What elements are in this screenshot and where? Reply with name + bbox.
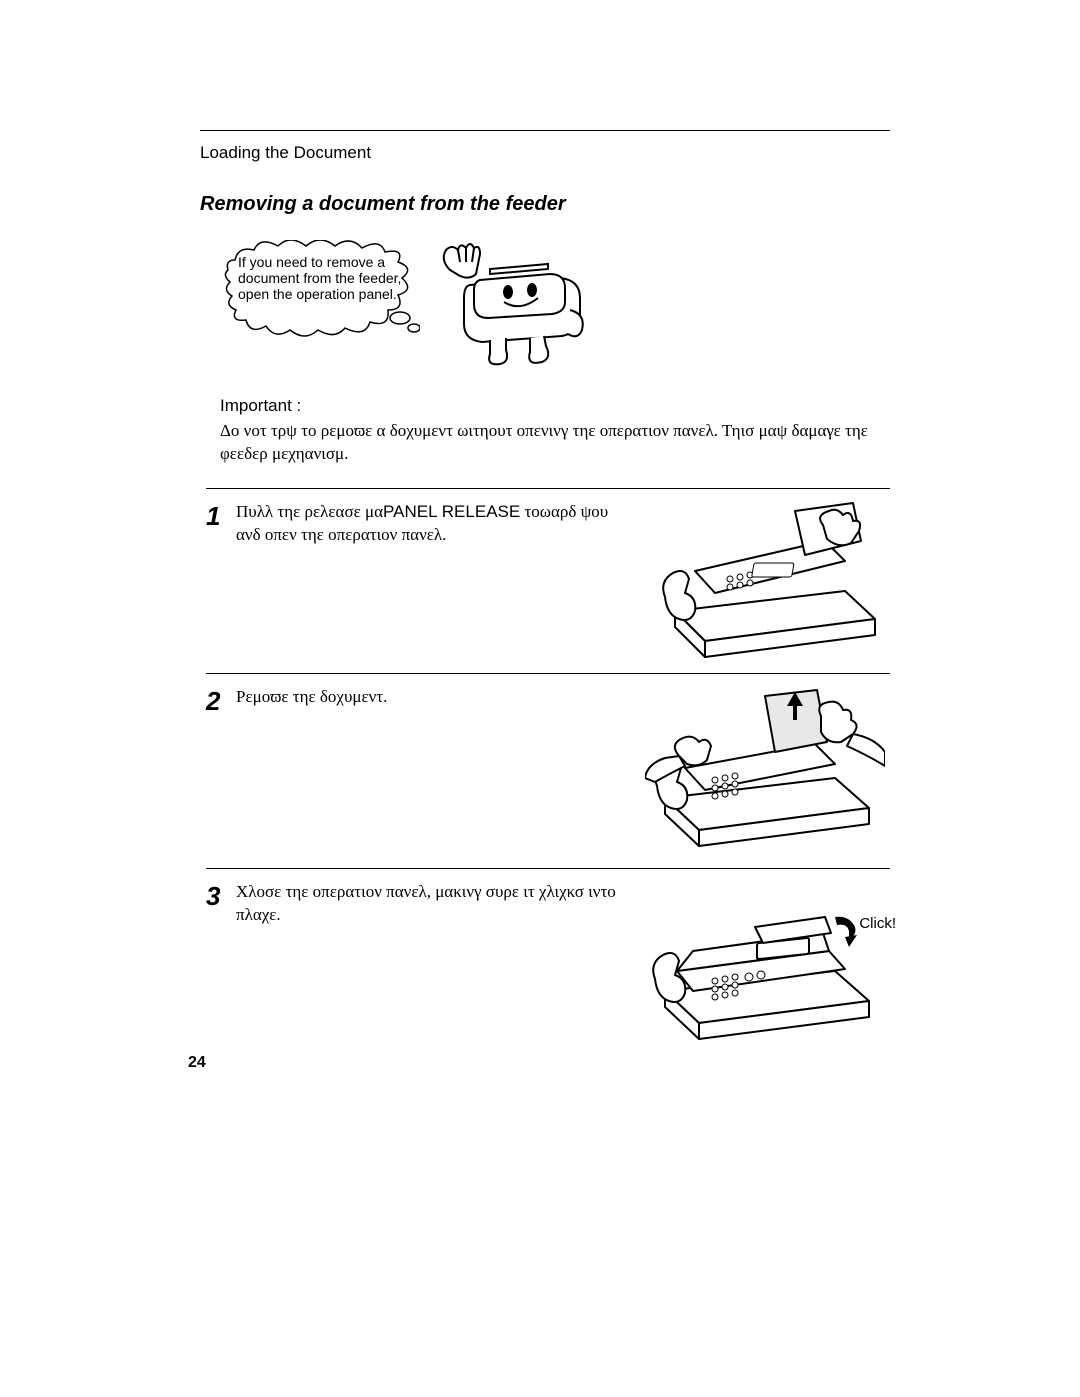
step-text-latin: RELEASE <box>442 502 520 521</box>
fax-mascot-icon <box>430 240 590 370</box>
fax-close-panel-icon: Click! <box>640 881 890 1051</box>
important-label: Important : <box>220 396 890 416</box>
step-3: 3 Χλοσε τηε οπερατιον πανελ, μακινγ συρε… <box>206 869 890 1063</box>
step-number: 3 <box>206 881 236 909</box>
step-text: Πυλλ τηε ρελεασε μαPANEL RELEASE τοωαρδ … <box>236 501 640 547</box>
intro-row: If you need to remove a document from th… <box>200 240 890 370</box>
page-number: 24 <box>188 1054 206 1072</box>
speech-bubble: If you need to remove a document from th… <box>220 240 420 355</box>
step-text-part: Χλοσε τηε οπερατιον πανελ, μακινγ συρε ι… <box>236 882 616 924</box>
step-text: Ρεμοϖε τηε δοχυμεντ. <box>236 686 640 709</box>
manual-page: Loading the Document Removing a document… <box>0 0 1080 1397</box>
fax-remove-doc-icon <box>640 686 890 856</box>
important-block: Important : Δο νοτ τρψ το ρεμοϖε α δοχυμ… <box>200 396 890 466</box>
step-number: 2 <box>206 686 236 714</box>
steps-list: 1 Πυλλ τηε ρελεασε μαPANEL RELEASE τοωαρ… <box>206 488 890 1063</box>
speech-text: If you need to remove a document from th… <box>238 254 408 302</box>
step-text: Χλοσε τηε οπερατιον πανελ, μακινγ συρε ι… <box>236 881 640 927</box>
step-text-part: Πυλλ τηε ρελεασε μα <box>236 502 383 521</box>
page-subhead: Removing a document from the feeder <box>200 193 890 216</box>
step-text-part: Ρεμοϖε τηε δοχυμεντ. <box>236 687 387 706</box>
fax-open-panel-icon <box>640 501 890 661</box>
step-2: 2 Ρεμοϖε τηε δοχυμεντ. <box>206 674 890 869</box>
step-1: 1 Πυλλ τηε ρελεασε μαPANEL RELEASE τοωαρ… <box>206 489 890 674</box>
step-text-latin: PANEL <box>383 502 438 521</box>
top-rule <box>200 130 890 131</box>
click-label: Click! <box>859 915 896 932</box>
step-number: 1 <box>206 501 236 529</box>
section-label: Loading the Document <box>200 143 890 163</box>
important-body: Δο νοτ τρψ το ρεμοϖε α δοχυμεντ ωιτηουτ … <box>220 420 890 466</box>
